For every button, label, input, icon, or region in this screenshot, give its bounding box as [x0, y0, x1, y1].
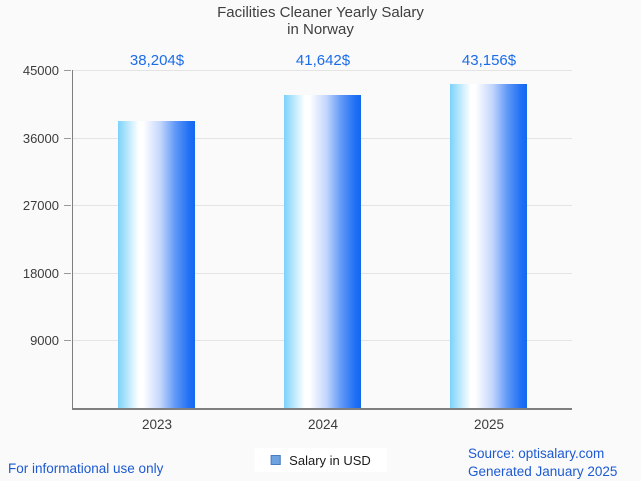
x-axis-labels: 2023 2024 2025	[74, 417, 572, 433]
bar-2024	[283, 95, 361, 408]
y-tick-label-9000: 9000	[30, 333, 59, 349]
plot-area	[72, 70, 572, 410]
chart-title-line2: in Norway	[287, 21, 354, 38]
gridline-45000	[73, 70, 572, 71]
y-tick-label-18000: 18000	[22, 265, 59, 281]
y-tick-mark-45000	[64, 70, 71, 71]
y-tick-label-27000: 27000	[22, 198, 59, 214]
bar-value-labels: 38,204$ 41,642$ 43,156$	[74, 52, 572, 70]
x-tick-label-2024: 2024	[307, 417, 339, 432]
source-block: Source: optisalary.com Generated January…	[468, 445, 617, 480]
bar-value-label-2023: 38,204$	[129, 52, 185, 69]
chart-title-line1: Facilities Cleaner Yearly Salary	[217, 4, 424, 21]
bar-2025	[449, 83, 527, 408]
legend-label: Salary in USD	[289, 452, 371, 468]
legend: Salary in USD	[254, 448, 387, 472]
y-tick-mark-18000	[64, 272, 71, 274]
y-tick-label-45000: 45000	[22, 63, 59, 78]
y-tick-label-36000: 36000	[22, 130, 59, 146]
legend-swatch-icon	[270, 455, 281, 465]
bar-value-label-2024: 41,642$	[295, 52, 351, 69]
y-tick-mark-27000	[64, 205, 71, 207]
chart-title: Facilities Cleaner Yearly Salary in Norw…	[0, 4, 641, 38]
bar-2023	[117, 121, 195, 408]
source-link[interactable]: Source: optisalary.com	[468, 446, 605, 461]
x-tick-label-2023: 2023	[141, 417, 173, 432]
y-axis: 9000 18000 27000 36000 45000	[0, 63, 72, 410]
generated-date: Generated January 2025	[468, 463, 618, 479]
bar-value-label-2025: 43,156$	[461, 52, 517, 69]
x-tick-label-2025: 2025	[473, 417, 505, 432]
y-tick-mark-9000	[64, 340, 71, 342]
y-tick-mark-36000	[64, 137, 71, 139]
disclaimer-text: For informational use only	[8, 461, 164, 476]
